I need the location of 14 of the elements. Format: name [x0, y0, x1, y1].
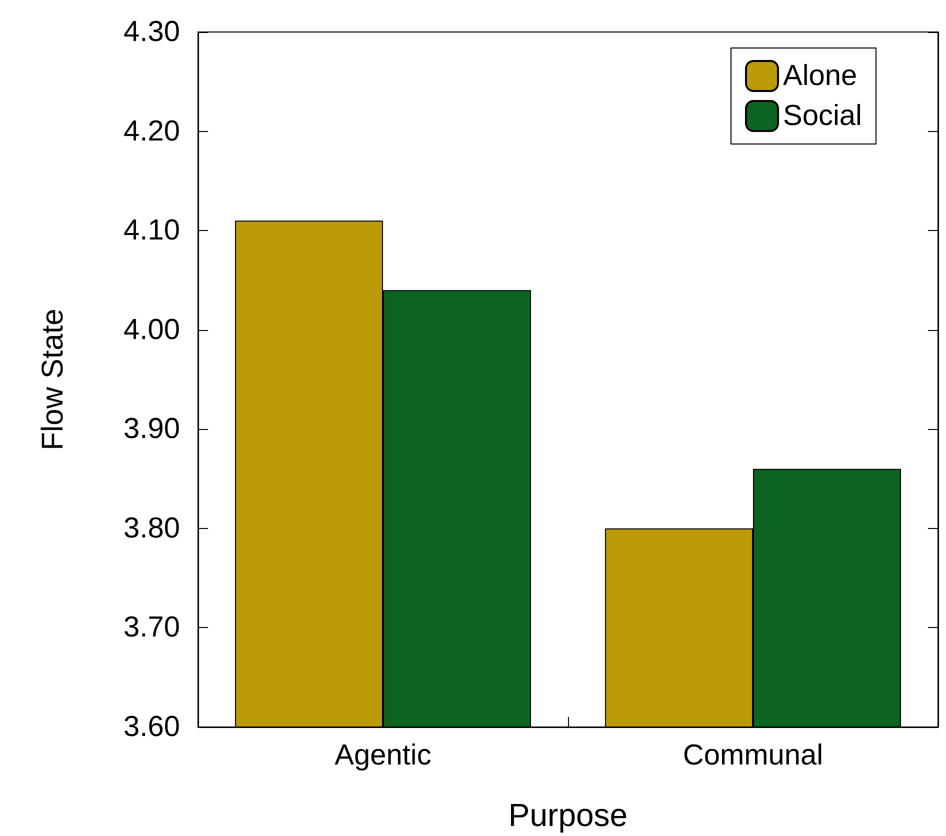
y-tick-label: 3.70: [124, 612, 180, 644]
y-tick-label: 3.80: [124, 512, 180, 544]
y-axis-title: Flow State: [36, 308, 70, 450]
y-tick-label: 3.60: [124, 711, 180, 743]
legend-label: Social: [783, 100, 862, 132]
x-tick-label: Communal: [682, 740, 824, 772]
legend-label: Alone: [783, 60, 858, 92]
x-axis-title: Purpose: [508, 797, 628, 833]
y-tick-label: 4.10: [124, 214, 180, 247]
y-tick-label: 4.30: [124, 16, 180, 48]
y-tick-label: 4.20: [124, 115, 180, 148]
y-tick-label: 3.90: [124, 413, 180, 446]
y-tick-label: 4.00: [124, 314, 180, 346]
x-tick-label: Agentic: [334, 740, 432, 772]
